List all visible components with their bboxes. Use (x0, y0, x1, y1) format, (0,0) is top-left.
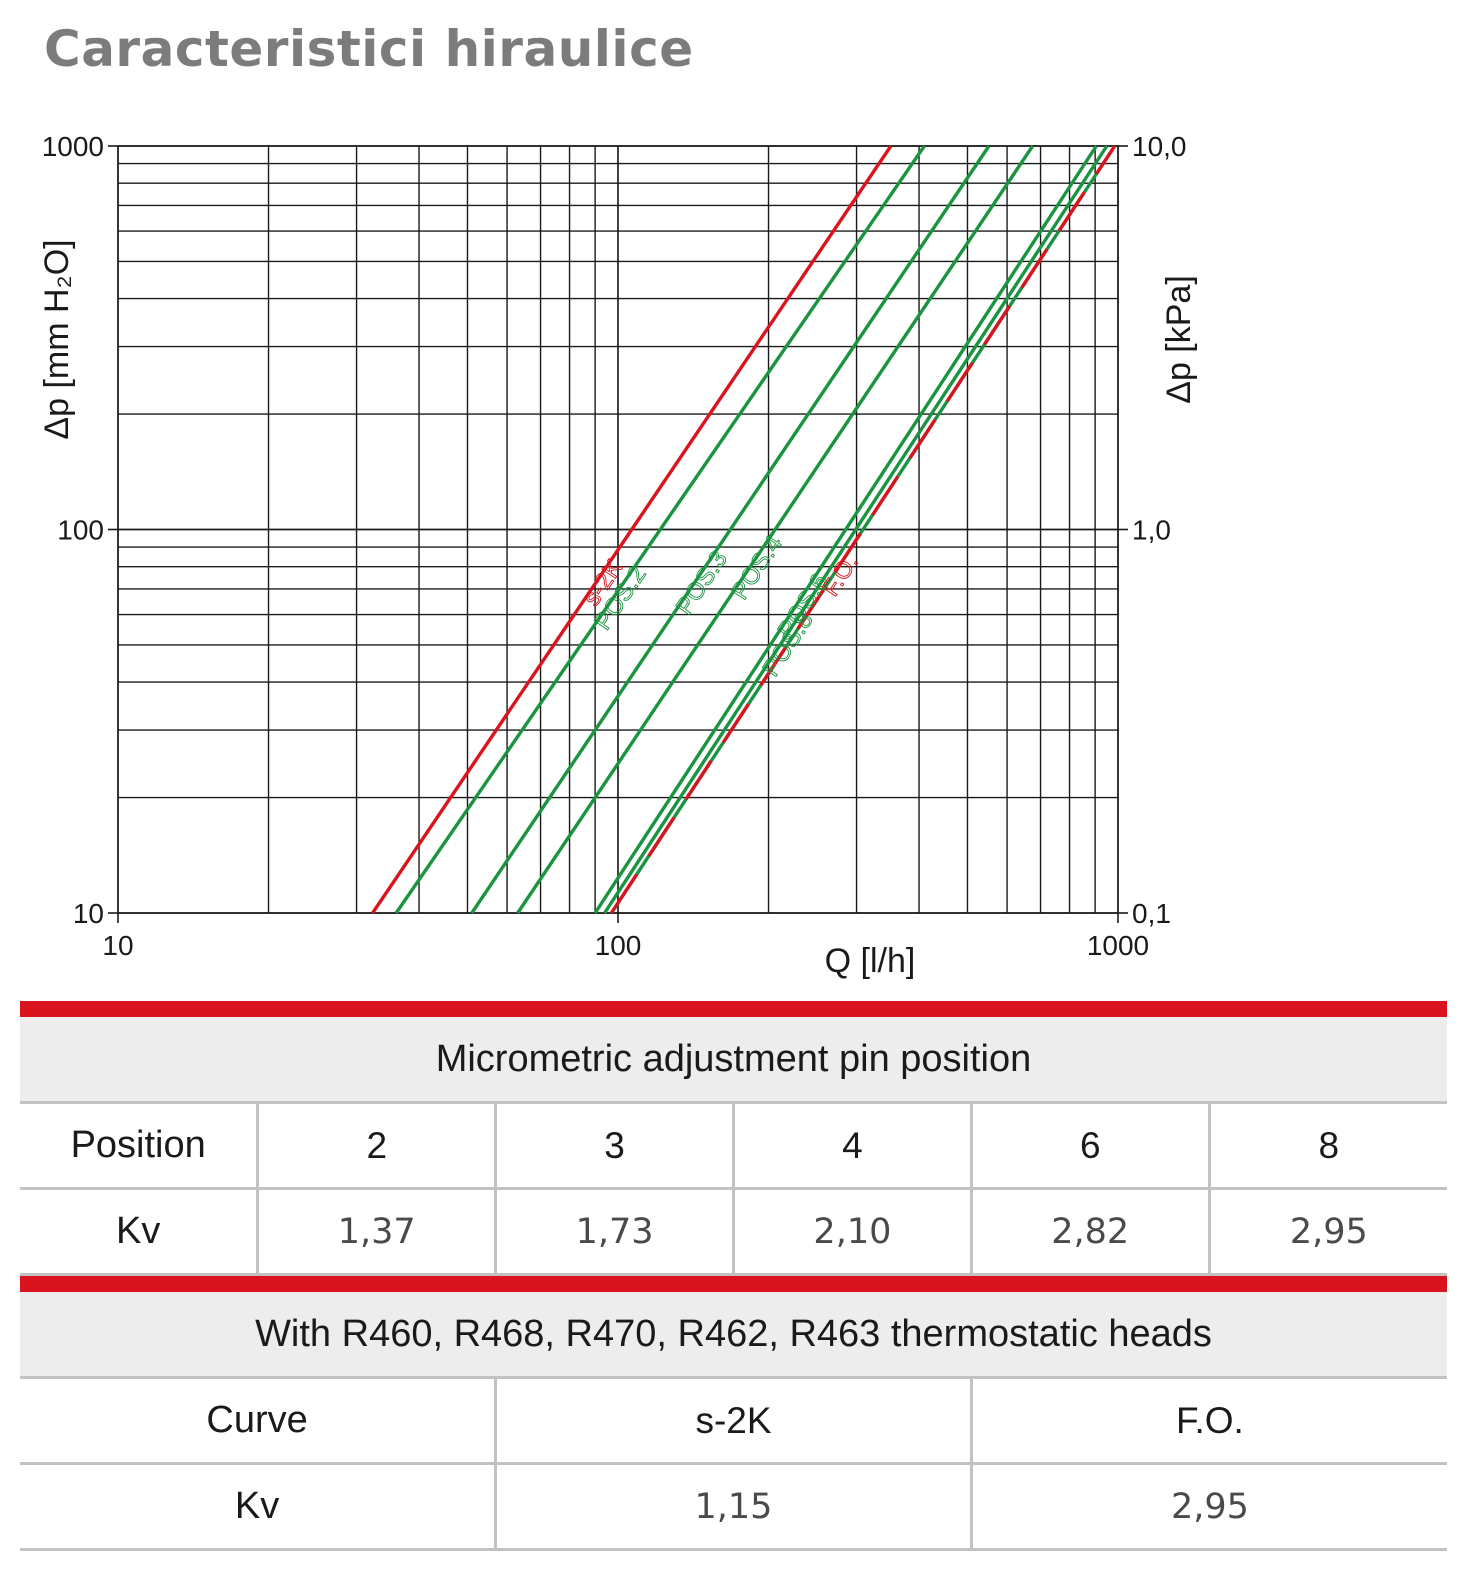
series-line (394, 145, 926, 914)
table-caption: Micrometric adjustment pin position (20, 1017, 1447, 1104)
series-line (470, 145, 991, 914)
x-axis-title: Q [l/h] (825, 942, 916, 980)
x-tick-label: 10 (102, 930, 133, 961)
series-line-fo (609, 145, 1117, 914)
series-line (593, 145, 1098, 914)
y-tick-label: 1000 (42, 131, 104, 162)
kv-cell: 2,10 (731, 1188, 972, 1276)
row-label-kv: Kv (20, 1463, 496, 1551)
table-row: Curve s-2K F.O. (20, 1377, 1447, 1465)
kv-cell: 2,82 (969, 1188, 1210, 1276)
table-caption: With R460, R468, R470, R462, R463 thermo… (20, 1292, 1447, 1379)
row-label-curve: Curve (20, 1377, 496, 1465)
table-row: Position 2 3 4 6 8 (20, 1102, 1447, 1190)
y-tick-label: 10 (73, 898, 104, 929)
pressure-drop-chart: 10 100 1000 10 0,1 100 1,0 1000 10,0 Q [l/h] Δp [m… (38, 131, 1198, 980)
kv-cell: 2,95 (1207, 1188, 1447, 1276)
series-label: POS.4 (726, 531, 788, 605)
curve-cell: F.O. (969, 1377, 1447, 1465)
position-cell: 3 (494, 1102, 734, 1190)
y-axis-title: Δp [mm H₂O] (38, 239, 76, 439)
position-cell: 6 (969, 1102, 1210, 1190)
kv-cell: 2,95 (969, 1463, 1447, 1551)
x-tick-label: 1000 (1087, 930, 1149, 961)
thermostatic-heads-table: With R460, R468, R470, R462, R463 thermo… (20, 1276, 1447, 1551)
row-label-position: Position (20, 1102, 258, 1190)
position-cell: 4 (731, 1102, 972, 1190)
curve-cell: s-2K (494, 1377, 972, 1465)
series-line (516, 145, 1035, 914)
row-label-kv: Kv (20, 1188, 258, 1276)
series-line (371, 145, 893, 914)
table-row: Kv 1,15 2,95 (20, 1463, 1447, 1551)
y-tick-label-right: 10,0 (1132, 131, 1187, 162)
pin-position-table: Micrometric adjustment pin position Posi… (20, 1001, 1447, 1276)
page-title: Caracteristici hiraulice (44, 20, 694, 78)
table-row: Kv 1,37 1,73 2,10 2,82 2,95 (20, 1188, 1447, 1276)
y-tick-label: 100 (57, 515, 104, 546)
x-tick-label: 100 (595, 930, 642, 961)
kv-cell: 1,37 (256, 1188, 496, 1276)
chart-series (371, 145, 1117, 914)
kv-cell: 1,73 (494, 1188, 734, 1276)
chart-axes: 10 100 1000 10 0,1 100 1,0 1000 10,0 Q [l/h] Δp [m… (38, 131, 1198, 980)
kv-cell: 1,15 (494, 1463, 972, 1551)
y-axis-title-right: Δp [kPa] (1160, 275, 1198, 404)
y-tick-label-right: 1,0 (1132, 515, 1171, 546)
position-cell: 8 (1207, 1102, 1447, 1190)
table-top-bar (20, 1276, 1447, 1292)
table-top-bar (20, 1001, 1447, 1017)
y-tick-label-right: 0,1 (1132, 898, 1171, 929)
series-line (603, 145, 1109, 914)
chart-grid (117, 145, 1119, 914)
position-cell: 2 (256, 1102, 496, 1190)
